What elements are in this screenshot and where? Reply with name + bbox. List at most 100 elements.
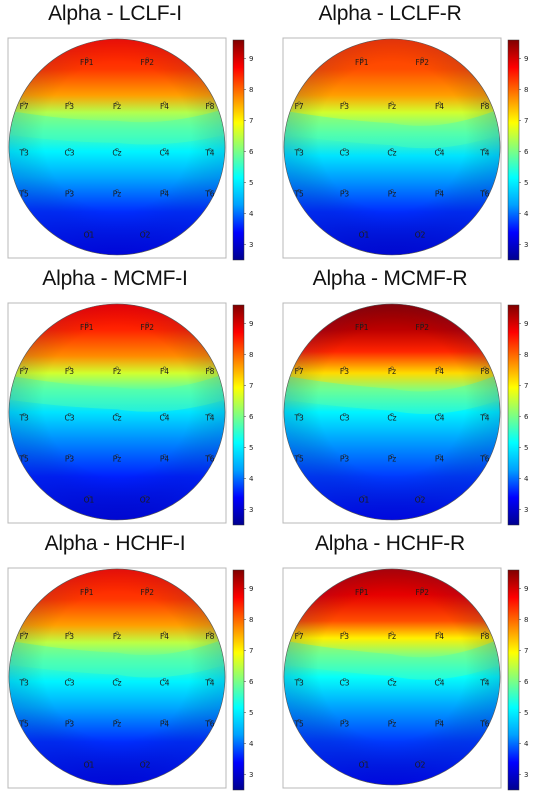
electrode-label: Cz bbox=[112, 679, 121, 688]
electrode-label: O1 bbox=[84, 496, 95, 505]
electrode-label: C4 bbox=[160, 414, 170, 423]
electrode-marker bbox=[437, 677, 442, 682]
electrode-marker bbox=[362, 495, 366, 499]
electrode-marker bbox=[67, 677, 72, 682]
electrode-label: Fz bbox=[113, 632, 121, 641]
electrode-marker bbox=[437, 147, 442, 152]
electrode-label: T6 bbox=[479, 190, 490, 199]
electrode-label: FP1 bbox=[80, 588, 94, 597]
colorbar-tick-label: 3 bbox=[249, 241, 253, 249]
electrode-marker bbox=[437, 719, 442, 723]
electrode-label: C4 bbox=[160, 149, 170, 158]
colorbar-tick-label: 3 bbox=[249, 506, 253, 514]
electrode-marker bbox=[67, 412, 72, 417]
panel-title: Alpha - LCLF-R bbox=[318, 2, 462, 25]
electrode-label: F8 bbox=[205, 367, 214, 376]
electrode-label: T5 bbox=[18, 190, 29, 199]
colorbar bbox=[507, 39, 520, 261]
electrode-label: F7 bbox=[20, 367, 29, 376]
electrode-marker bbox=[437, 101, 442, 105]
electrode-marker bbox=[390, 412, 394, 417]
electrode-marker bbox=[483, 631, 487, 635]
electrode-marker bbox=[208, 719, 212, 723]
electrode-label: C3 bbox=[64, 679, 74, 688]
topomap-svg: FP1 FP2 F7 F3 Fz F4 F8 T3 C3 Cz C4 T4 T5 P3 Pz P4 T6 O1 O2… bbox=[7, 567, 254, 791]
head-outline bbox=[283, 568, 501, 786]
electrode-marker bbox=[22, 147, 26, 152]
electrode-label: Cz bbox=[112, 149, 121, 158]
colorbar-tick-label: 6 bbox=[524, 413, 529, 421]
plot-frame bbox=[282, 567, 502, 789]
electrode-label: O1 bbox=[84, 231, 95, 240]
electrode-label: FP2 bbox=[140, 323, 154, 332]
colorbar-tick-label: 9 bbox=[524, 320, 528, 328]
electrode-label: P4 bbox=[160, 190, 170, 199]
electrode-marker bbox=[297, 412, 301, 417]
electrode-label: C4 bbox=[160, 679, 170, 688]
electrode-marker bbox=[342, 412, 347, 417]
electrode-label: F3 bbox=[340, 632, 349, 641]
electrode-label: O1 bbox=[359, 761, 370, 770]
electrode-marker bbox=[483, 366, 487, 370]
topomap-svg: FP1 FP2 F7 F3 Fz F4 F8 T3 C3 Cz C4 T4 T5 P3 Pz P4 T6 O1 O2… bbox=[7, 302, 254, 526]
electrode-marker bbox=[418, 230, 422, 234]
electrode-label: T6 bbox=[204, 720, 215, 729]
electrode-marker bbox=[208, 412, 212, 417]
colorbar-tick-label: 6 bbox=[249, 413, 254, 421]
plot-frame bbox=[7, 567, 227, 789]
electrode-marker bbox=[208, 366, 212, 370]
colorbar bbox=[507, 304, 520, 526]
colorbar-tick-label: 7 bbox=[524, 117, 528, 125]
electrode-label: P4 bbox=[435, 190, 445, 199]
topomap-panel: Alpha - MCMF-I FP1 FP2 F7 F3 Fz F4 F8 T3 C3 Cz C4 T… bbox=[0, 265, 275, 530]
electrode-label: FP1 bbox=[80, 323, 94, 332]
electrode-label: F8 bbox=[480, 632, 489, 641]
colorbar-tick-label: 4 bbox=[249, 740, 254, 748]
electrode-marker bbox=[342, 189, 347, 193]
electrode-marker bbox=[483, 454, 487, 458]
electrode-marker bbox=[115, 147, 119, 152]
electrode-marker bbox=[390, 631, 394, 635]
colorbar-tick-label: 5 bbox=[249, 444, 253, 452]
colorbar-tick-label: 5 bbox=[249, 709, 253, 717]
electrode-label: Pz bbox=[388, 455, 397, 464]
electrode-label: T5 bbox=[293, 190, 304, 199]
temporal-shading bbox=[284, 569, 500, 785]
electrode-marker bbox=[483, 189, 487, 193]
electrode-marker bbox=[362, 230, 366, 234]
colorbar-tick-label: 8 bbox=[524, 86, 528, 94]
electrode-marker bbox=[297, 366, 301, 370]
electrode-marker bbox=[67, 189, 72, 193]
electrode-label: F3 bbox=[340, 102, 349, 111]
electrode-marker bbox=[22, 366, 26, 370]
plot-frame bbox=[7, 37, 227, 259]
electrode-marker bbox=[362, 760, 366, 764]
electrode-label: T3 bbox=[18, 149, 29, 158]
colorbar-tick-label: 7 bbox=[249, 382, 253, 390]
electrode-label: Fz bbox=[388, 102, 396, 111]
electrode-marker bbox=[115, 101, 119, 105]
electrode-label: F4 bbox=[160, 102, 169, 111]
electrode-marker bbox=[342, 366, 347, 370]
electrode-label: P4 bbox=[160, 455, 170, 464]
electrode-label: T5 bbox=[293, 455, 304, 464]
colorbar-tick-label: 9 bbox=[249, 55, 253, 63]
colorbar-tick-label: 9 bbox=[249, 585, 253, 593]
colorbar-tick-label: 7 bbox=[249, 647, 253, 655]
electrode-marker bbox=[420, 57, 424, 61]
topomap-panel: Alpha - HCHF-R FP1 FP2 F7 F3 Fz F4 F8 T3 C3 Cz C4 T… bbox=[275, 530, 550, 795]
electrode-label: F4 bbox=[160, 632, 169, 641]
electrode-label: F8 bbox=[480, 102, 489, 111]
head-outline bbox=[283, 303, 501, 521]
electrode-marker bbox=[162, 454, 167, 458]
electrode-marker bbox=[418, 495, 422, 499]
electrode-label: F7 bbox=[20, 102, 29, 111]
colorbar-tick-label: 7 bbox=[524, 647, 528, 655]
electrode-marker bbox=[115, 631, 119, 635]
electrode-marker bbox=[390, 454, 394, 458]
electrode-label: P4 bbox=[435, 720, 445, 729]
electrode-label: C3 bbox=[339, 414, 349, 423]
colorbar bbox=[232, 39, 245, 261]
electrode-label: C3 bbox=[64, 414, 74, 423]
electrode-marker bbox=[208, 454, 212, 458]
